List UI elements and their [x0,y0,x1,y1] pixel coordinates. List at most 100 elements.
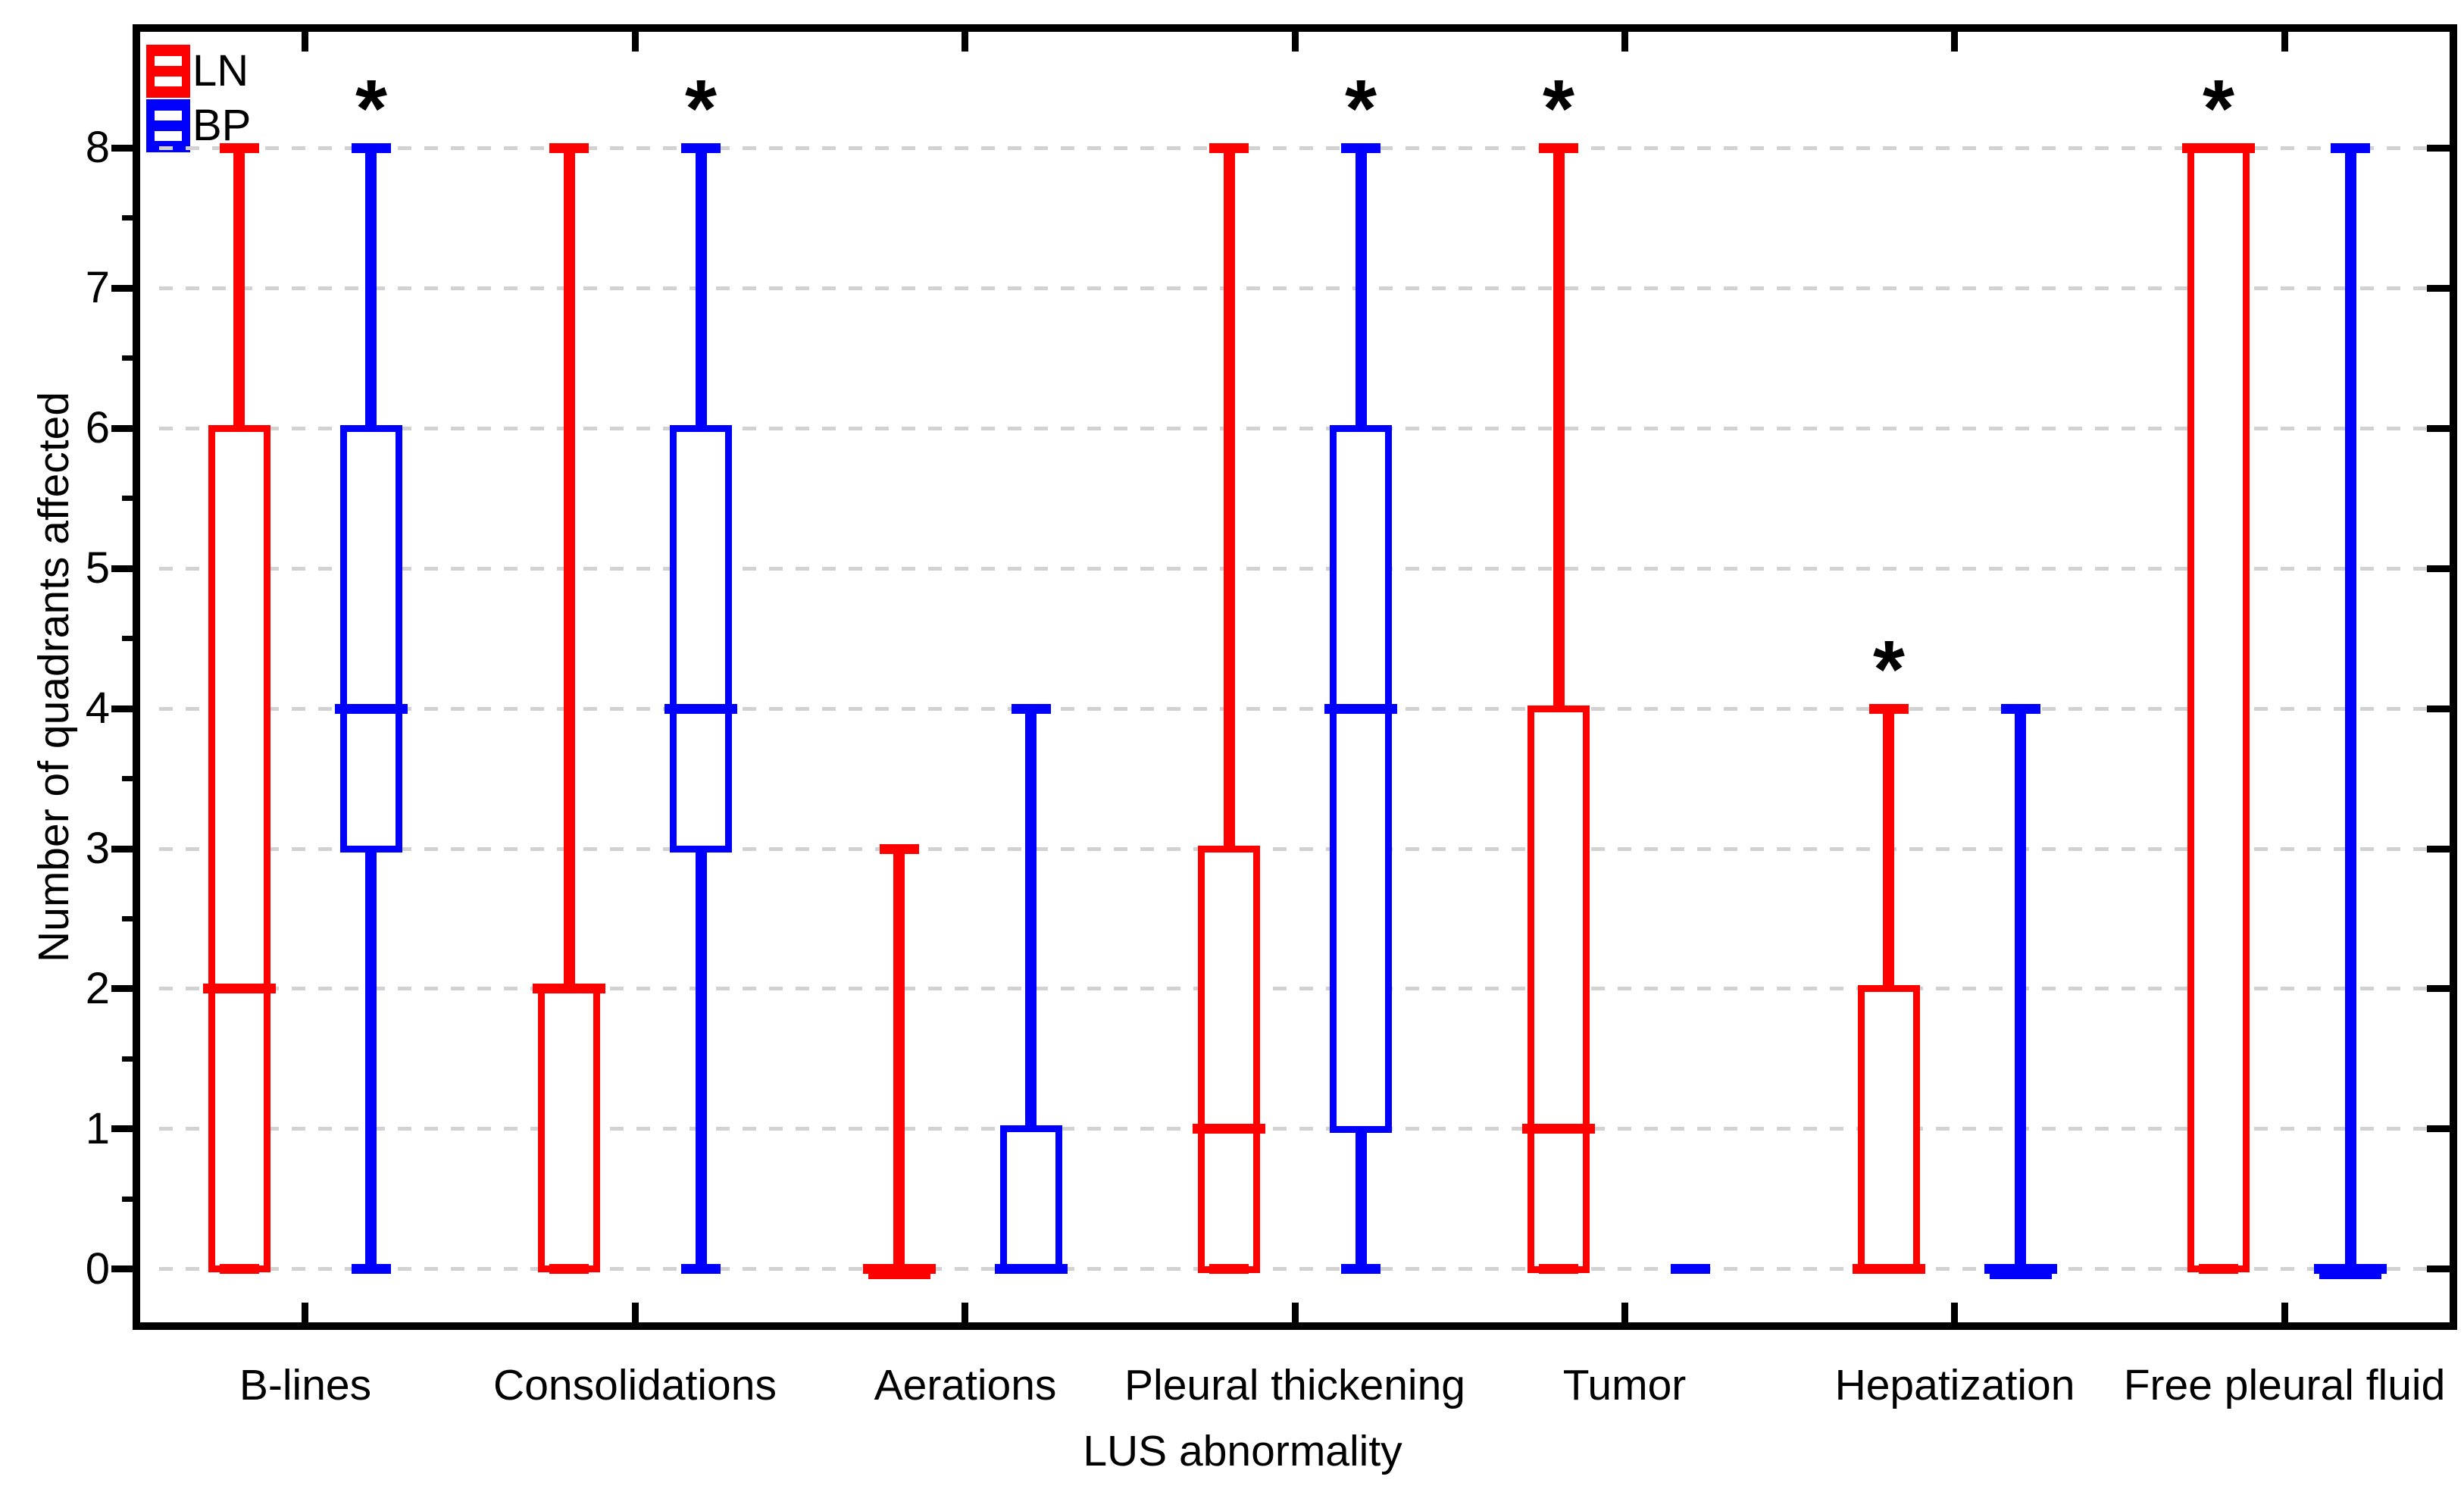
x-tick-bottom [1621,1303,1628,1322]
x-axis-title: LUS abnormality [1083,1427,1402,1475]
y-tick-right [2427,1265,2450,1272]
gridline-1 [159,1127,2445,1131]
boxplot-glyph-median [146,120,190,131]
y-tick-label-0: 0 [85,1244,110,1294]
cap-max-LN-0 [220,143,259,153]
box-LN-1 [538,985,600,1272]
y-tick-minor [122,916,133,921]
cap-max-BP-1 [681,143,721,153]
y-tick-label-6: 6 [85,403,110,452]
significance-star-BP-0: * [355,62,388,154]
cap-min-LN-2 [880,1264,919,1274]
category-label-4: Tumor [1562,1361,1687,1409]
cap-min-BP-3 [1341,1264,1381,1274]
y-tick-major [111,846,133,852]
cap-min-BP-1 [681,1264,721,1274]
y-tick-label-1: 1 [85,1104,110,1153]
x-tick-top [1292,32,1299,52]
cap-min-BP-6 [2331,1264,2370,1274]
box-LN-5 [1858,985,1920,1272]
legend: LN BP [146,44,251,153]
x-tick-top [962,32,968,52]
x-tick-top [632,32,639,52]
cap-max-BP-2 [1012,704,1051,714]
x-tick-bottom [2281,1303,2288,1322]
y-tick-label-8: 8 [85,123,110,172]
y-tick-major [111,565,133,572]
cap-max-BP-5 [2001,704,2040,714]
legend-label-ln: LN [192,46,249,95]
cap-min-LN-1 [549,1264,589,1274]
gridline-7 [159,286,2445,290]
y-tick-minor [122,776,133,781]
y-tick-label-3: 3 [85,824,110,873]
y-tick-minor [122,215,133,221]
y-tick-major [111,425,133,432]
cap-min-LN-0 [220,1264,259,1274]
gridline-4 [159,707,2445,711]
legend-label-bp: BP [192,101,252,150]
cap-max-BP-6 [2331,143,2370,153]
whisker-BP-6 [2345,148,2356,1269]
box-LN-0 [208,425,270,1272]
category-label-5: Hepatization [1834,1361,2075,1409]
y-tick-label-2: 2 [85,964,110,1013]
cap-max-LN-2 [880,844,919,854]
cap-min-BP-5 [2001,1264,2040,1274]
y-tick-label-5: 5 [85,543,110,593]
legend-item-ln: LN [146,44,251,99]
boxplot-glyph-median [146,66,190,77]
box-LN-4 [1527,705,1590,1273]
y-tick-right [2427,425,2450,432]
y-tick-right [2427,985,2450,992]
y-tick-minor [122,355,133,361]
cap-max-BP-0 [352,143,391,153]
x-tick-bottom [1951,1303,1958,1322]
x-tick-top [1951,32,1958,52]
significance-star-LN-4: * [1542,62,1575,154]
x-tick-bottom [302,1303,308,1322]
median-LN-4 [1522,1124,1595,1134]
gridline-3 [159,847,2445,851]
cap-min-LN-4 [1539,1264,1578,1274]
median-BP-3 [1324,704,1397,714]
y-axis-title: Number of quadrants affected [30,391,78,963]
median-LN-3 [1193,1124,1265,1134]
y-tick-major [111,285,133,292]
cap-max-LN-4 [1539,143,1578,153]
y-tick-major [111,1125,133,1132]
x-tick-bottom [632,1303,639,1322]
box-LN-6 [2187,145,2250,1272]
y-tick-minor [122,1197,133,1202]
y-tick-right [2427,705,2450,712]
significance-star-LN-5: * [1872,623,1906,715]
significance-star-BP-3: * [1344,62,1377,154]
cap-min-BP-2 [1012,1264,1051,1274]
gridline-8 [159,146,2445,150]
category-label-6: Free pleural fluid [2123,1361,2446,1409]
y-tick-minor [122,496,133,501]
cap-min-BP-0 [352,1264,391,1274]
gridline-2 [159,987,2445,990]
whisker-LN-2 [893,849,905,1269]
y-tick-right [2427,846,2450,852]
y-tick-minor [122,1056,133,1062]
cap-max-LN-1 [549,143,589,153]
y-tick-major [111,705,133,712]
x-tick-bottom [962,1303,968,1322]
y-tick-minor [122,636,133,641]
box-BP-2 [1000,1125,1062,1272]
box-BP-1 [670,425,732,852]
y-tick-label-4: 4 [85,684,110,733]
cap-max-LN-6 [2199,143,2238,153]
significance-star-BP-1: * [684,62,718,154]
y-tick-right [2427,285,2450,292]
box-BP-0 [340,425,402,852]
plot-area: LN BP * * * * * * 0 1 2 3 4 5 6 7 8 [86,24,2457,1330]
y-tick-right [2427,1125,2450,1132]
gridline-5 [159,567,2445,571]
cap-max-LN-5 [1869,704,1909,714]
y-tick-right [2427,565,2450,572]
x-tick-bottom [1292,1303,1299,1322]
